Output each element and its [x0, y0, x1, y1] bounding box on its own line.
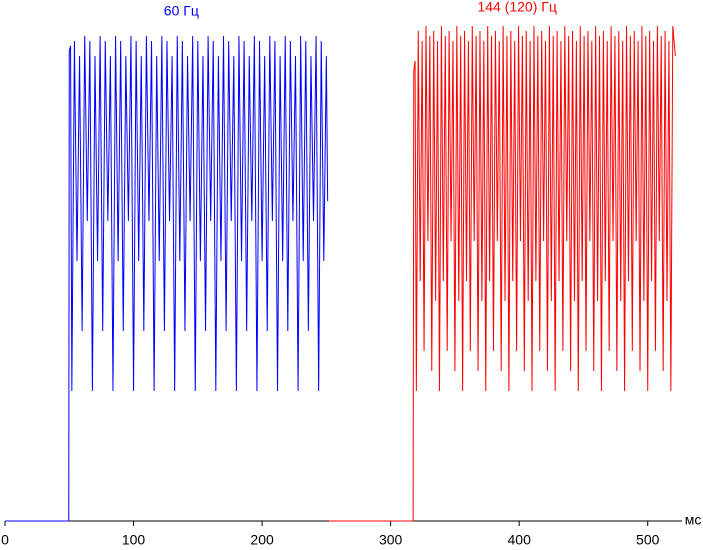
x-tick-label: 100: [122, 532, 146, 548]
x-tick-label: 400: [508, 532, 532, 548]
series-label: 60 Гц: [164, 3, 199, 19]
series-label: 144 (120) Гц: [477, 0, 556, 15]
signal-line: [5, 35, 329, 522]
x-axis-unit: мс: [685, 512, 702, 528]
signal-line: [328, 25, 676, 522]
x-tick-label: 500: [636, 532, 660, 548]
x-tick-label: 200: [250, 532, 274, 548]
x-tick-label: 300: [379, 532, 403, 548]
x-tick-label: 0: [1, 532, 9, 548]
